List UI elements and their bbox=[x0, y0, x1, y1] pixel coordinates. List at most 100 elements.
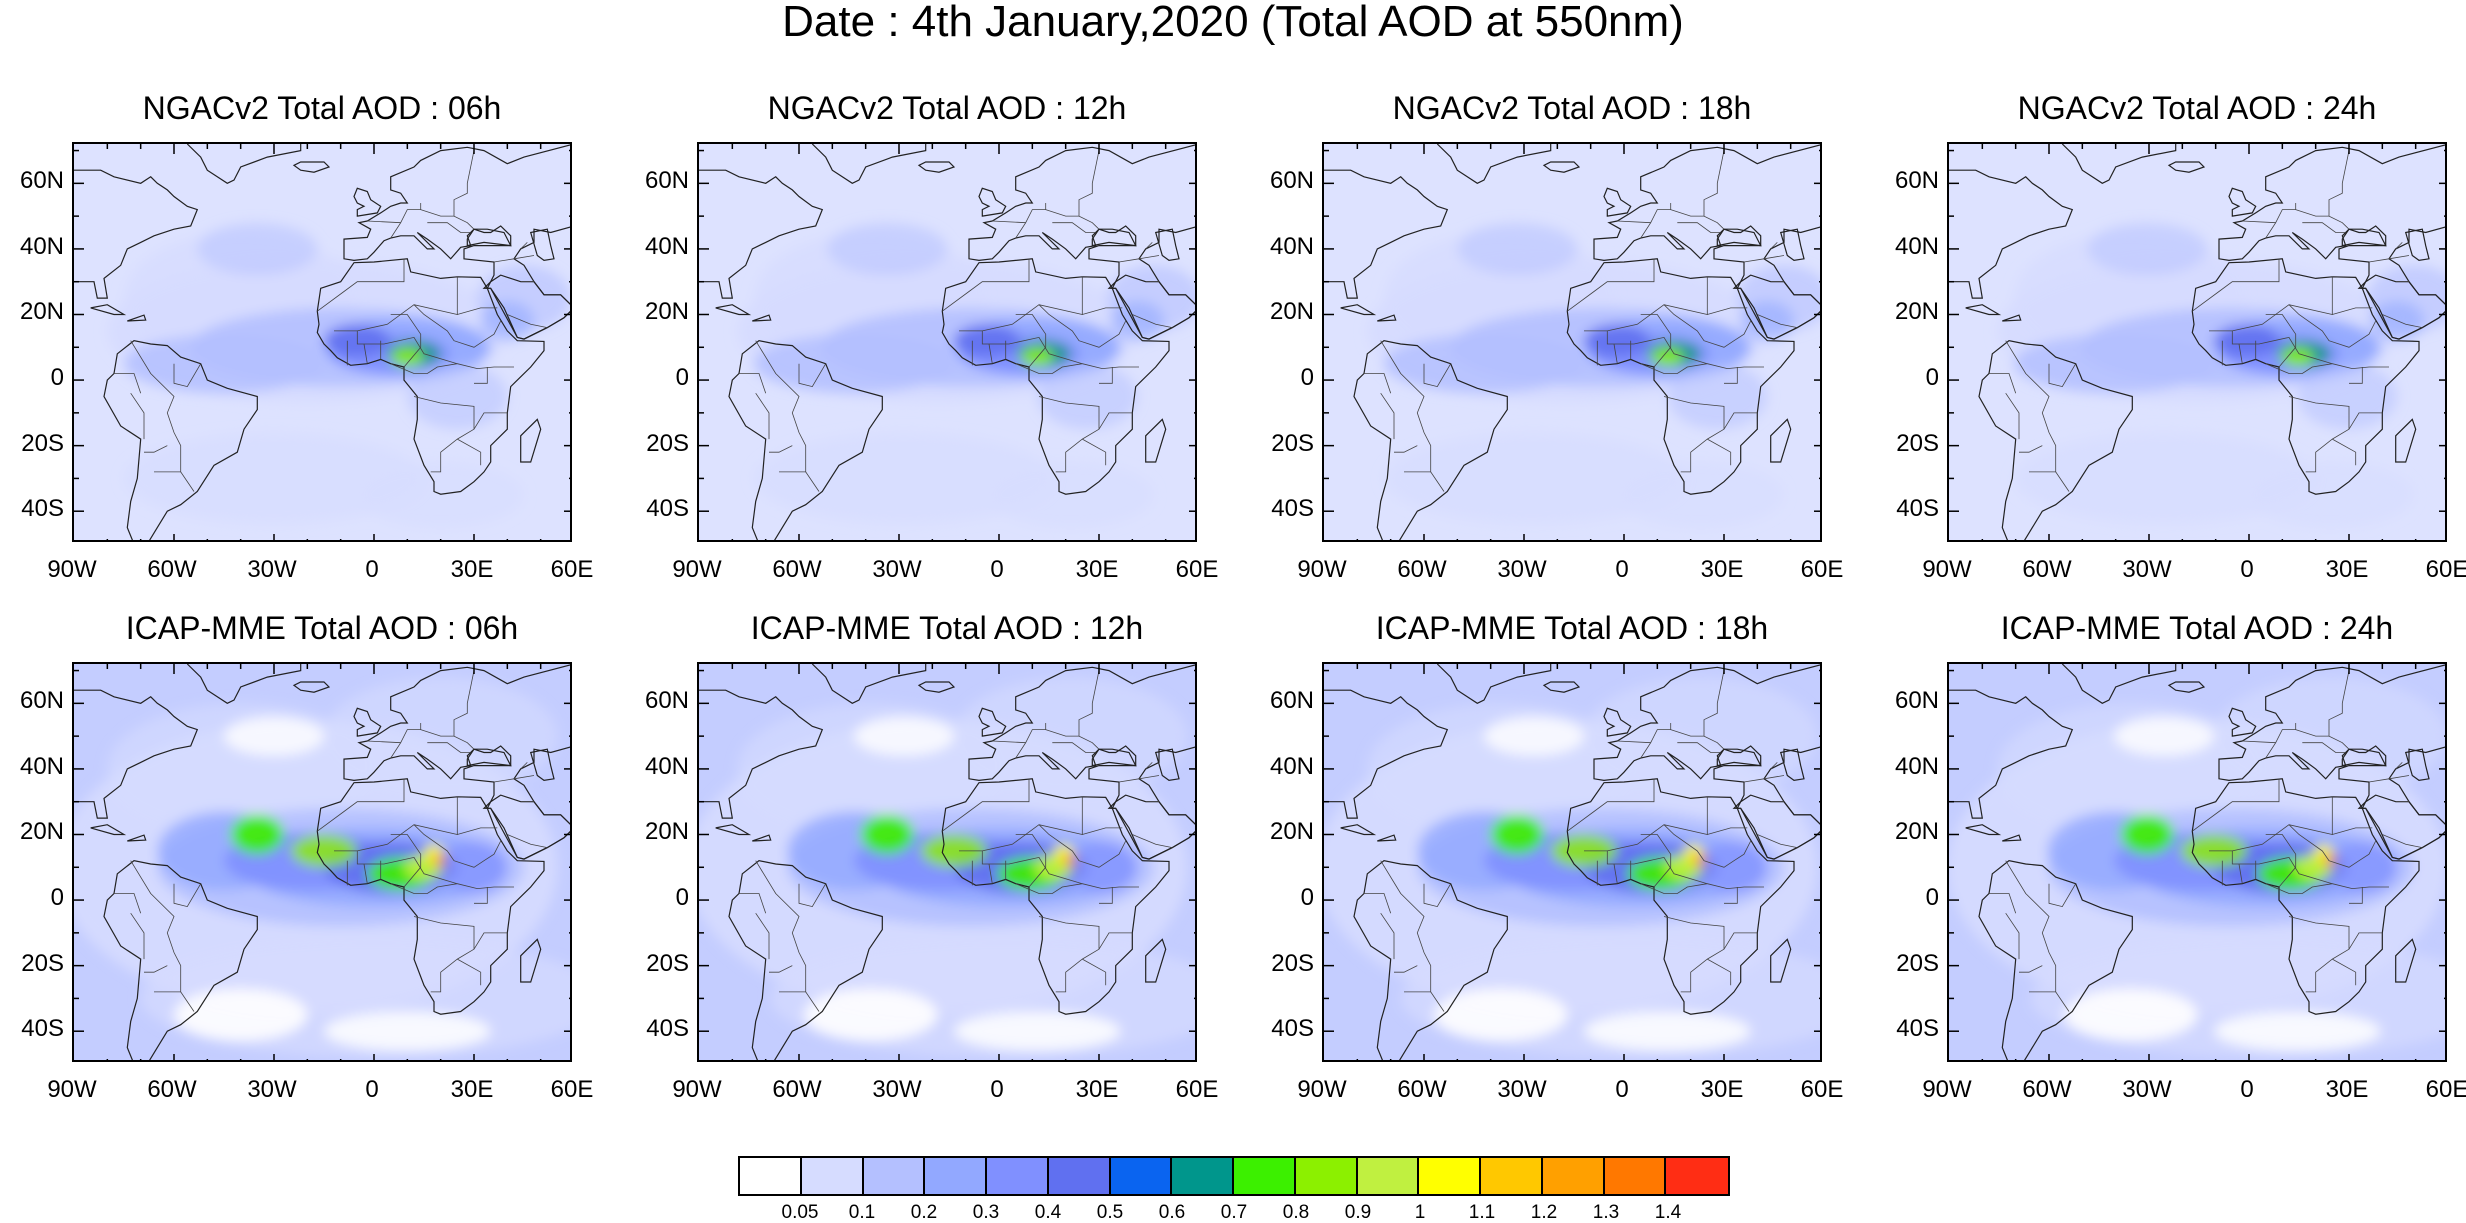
lon-label: 60W bbox=[2022, 556, 2072, 583]
lat-label: 20N bbox=[1269, 818, 1314, 846]
coastline-redSeaArabia bbox=[1732, 274, 1820, 340]
coastline-northAmerica bbox=[1324, 689, 1449, 819]
country-border bbox=[2395, 242, 2403, 250]
country-border bbox=[1082, 958, 1107, 986]
country-border bbox=[981, 850, 1139, 890]
country-border bbox=[1743, 255, 1785, 263]
colorbar-label: 1.4 bbox=[1654, 1202, 1682, 1223]
country-border bbox=[1052, 222, 1096, 233]
colorbar-swatch bbox=[987, 1158, 1049, 1194]
coastline-northAmerica bbox=[74, 689, 199, 819]
country-border bbox=[2332, 827, 2373, 835]
aod-blob bbox=[324, 1011, 491, 1051]
coastline-redSeaArabia bbox=[2357, 274, 2445, 340]
coastline-hispaniola bbox=[752, 314, 772, 322]
coastline-northAmerica bbox=[1949, 689, 2074, 819]
lon-label: 30W bbox=[2122, 556, 2172, 583]
lon-label: 30E bbox=[1700, 556, 1744, 583]
coastline-madagascar bbox=[1145, 938, 1167, 983]
coastline-gb bbox=[1603, 187, 1632, 217]
colorbar-label: 0.1 bbox=[848, 1202, 876, 1223]
panel-title: ICAP-MME Total AOD : 12h bbox=[750, 610, 1144, 646]
coastline-redSeaArabia bbox=[1107, 274, 1195, 340]
aod-blob bbox=[1457, 222, 1578, 276]
country-border bbox=[1015, 729, 1100, 759]
coastline-africa bbox=[316, 258, 545, 495]
country-border bbox=[992, 740, 1026, 744]
country-border bbox=[413, 396, 475, 473]
lat-label: 20S bbox=[1896, 949, 1939, 977]
country-border bbox=[769, 965, 793, 973]
country-border bbox=[1082, 438, 1107, 466]
lon-label: 60W bbox=[1397, 1076, 1447, 1103]
aod-blob bbox=[2014, 334, 2214, 394]
country-border bbox=[1640, 834, 1672, 888]
country-border bbox=[390, 883, 458, 894]
coastline-greenland bbox=[186, 144, 302, 184]
country-border bbox=[356, 850, 514, 890]
country-border bbox=[2005, 392, 2020, 440]
country-border bbox=[1707, 827, 1748, 835]
country-border bbox=[755, 340, 820, 492]
lon-label: 0 bbox=[1615, 556, 1629, 583]
country-border bbox=[1606, 330, 1764, 370]
country-border bbox=[2332, 958, 2357, 986]
country-border bbox=[390, 314, 422, 368]
country-border bbox=[427, 742, 471, 753]
lon-label: 30E bbox=[1700, 1076, 1744, 1103]
colorbar-swatch bbox=[1542, 1158, 1605, 1194]
colorbar-swatch bbox=[1666, 1158, 1728, 1194]
coastline-gb bbox=[978, 187, 1007, 217]
country-border bbox=[1098, 932, 1133, 950]
coastline-cuba bbox=[1340, 304, 1377, 316]
country-border bbox=[2265, 363, 2333, 374]
country-border bbox=[2395, 762, 2403, 770]
country-border bbox=[1567, 778, 1655, 832]
country-border bbox=[2368, 775, 2410, 783]
lat-label: 40S bbox=[1271, 495, 1314, 523]
coastline-blackSea bbox=[1716, 228, 1762, 247]
lat-label: 40S bbox=[646, 495, 689, 523]
coastline-redSeaArabia bbox=[482, 794, 570, 860]
country-border bbox=[1663, 916, 1725, 993]
country-border bbox=[755, 860, 820, 1012]
lat-label: 20S bbox=[646, 429, 689, 457]
coastlines bbox=[1324, 664, 1820, 1060]
lon-label: 90W bbox=[1297, 556, 1347, 583]
country-border bbox=[520, 762, 528, 770]
lat-label: 60N bbox=[19, 167, 64, 195]
coastline-iceland bbox=[1542, 161, 1581, 173]
map-canvas bbox=[1949, 664, 2445, 1060]
lon-label: 90W bbox=[47, 556, 97, 583]
country-border bbox=[317, 778, 405, 832]
country-border bbox=[992, 220, 1026, 224]
axis-ticks bbox=[1324, 144, 1820, 540]
coastline-gb bbox=[2228, 707, 2257, 737]
country-border bbox=[2348, 932, 2383, 950]
coastline-hispaniola bbox=[2002, 314, 2022, 322]
aod-map bbox=[1322, 142, 1822, 542]
coastline-cuba bbox=[715, 304, 752, 316]
map-canvas bbox=[699, 664, 1195, 1060]
colorbar-swatch bbox=[801, 1158, 864, 1194]
aod-field bbox=[1997, 222, 2445, 528]
lat-label: 40N bbox=[644, 232, 689, 260]
country-border bbox=[493, 255, 535, 263]
coastline-southAmerica bbox=[728, 860, 883, 1060]
country-border bbox=[1677, 222, 1721, 233]
coastline-greenland bbox=[811, 144, 927, 184]
panel-title: NGACv2 Total AOD : 06h bbox=[142, 90, 502, 126]
colorbar-swatch bbox=[1419, 1158, 1481, 1194]
aod-blob bbox=[1434, 988, 1568, 1041]
coastline-caspian bbox=[1779, 748, 1805, 782]
panel-title: NGACv2 Total AOD : 18h bbox=[1392, 90, 1752, 126]
country-border bbox=[2005, 340, 2070, 492]
colorbar-label: 0.9 bbox=[1344, 1202, 1372, 1223]
lat-label: 40N bbox=[1269, 232, 1314, 260]
aod-blob bbox=[987, 462, 1154, 528]
map-canvas bbox=[74, 144, 570, 540]
coastline-northAmerica bbox=[699, 169, 824, 299]
country-border bbox=[2192, 258, 2280, 312]
country-border bbox=[130, 340, 195, 492]
colorbar-label: 0.8 bbox=[1282, 1202, 1310, 1223]
